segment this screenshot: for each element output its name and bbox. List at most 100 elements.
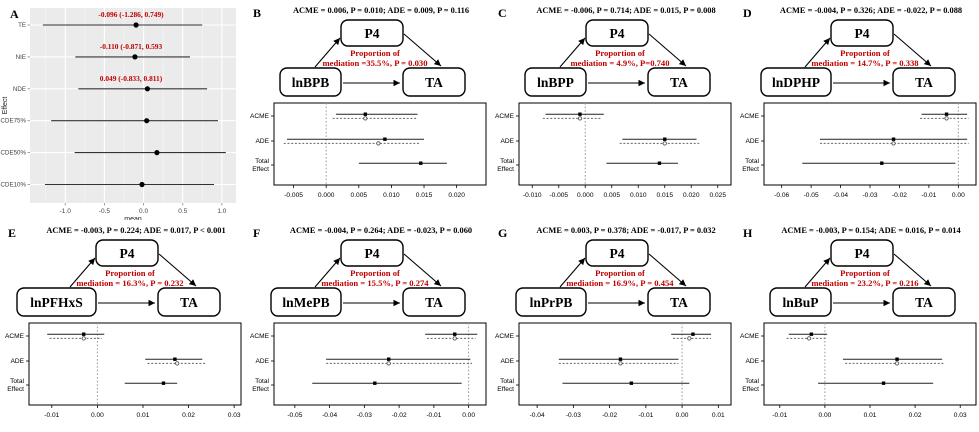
- x-tick-label: 0.00: [818, 412, 831, 419]
- panel-label: G: [498, 226, 507, 240]
- row-label: ACME: [250, 113, 270, 120]
- exposure-label: lnBuP: [782, 295, 818, 310]
- proportion-mediation-line2: mediation = 16.3%, P = 0.232: [76, 278, 183, 288]
- forest-row-acme: ACME: [250, 112, 418, 121]
- mediator-box: [585, 19, 649, 47]
- point-solid: [373, 381, 377, 385]
- effect-row-TE: -0.096 (-1.286, 0.749) TE: [18, 10, 203, 29]
- mediator-label: P4: [855, 26, 870, 41]
- proportion-mediation-line1: Proportion of: [595, 48, 645, 58]
- outcome-label: TA: [425, 295, 443, 310]
- point-estimate: [132, 54, 138, 60]
- arrow-exposure-to-mediator: [804, 37, 831, 68]
- x-tick-label: 0.005: [603, 192, 620, 199]
- x-tick-label: -0.01: [426, 412, 441, 419]
- forest-row-acme: ACME: [495, 332, 712, 341]
- row-label: Effect: [742, 386, 759, 393]
- x-tick-label: 1.0: [217, 208, 226, 215]
- x-tick-label: -0.05: [804, 192, 819, 199]
- plot-background: [30, 8, 236, 203]
- proportion-mediation-line2: mediation = 15.5%, P = 0.274: [321, 278, 429, 288]
- outcome-box: [402, 287, 466, 317]
- point-estimate: [144, 118, 150, 124]
- outcome-box: [892, 67, 956, 97]
- effect-row-NDE: 0.049 (-0.833, 0.811) NDE: [13, 74, 208, 93]
- panel-label: D: [743, 6, 752, 20]
- x-tick-label: 0.005: [351, 192, 368, 199]
- arrow-exposure-to-mediator: [314, 257, 341, 288]
- exposure-box: [760, 67, 832, 97]
- x-tick-label: 0.025: [709, 192, 726, 199]
- acme-ade-title: ACME = -0.003, P = 0.224; ADE = 0.017, P…: [46, 226, 225, 235]
- x-tick-label: -0.010: [523, 192, 542, 199]
- x-tick-label: -0.06: [774, 192, 789, 199]
- exposure-box: [769, 287, 832, 317]
- x-tick-label: -1.0: [60, 208, 72, 215]
- x-tick-label: -0.01: [772, 412, 787, 419]
- x-tick-label: -0.005: [549, 192, 568, 199]
- panel-g-svg: G ACME = 0.003, P = 0.378; ADE = -0.017, …: [495, 226, 732, 419]
- arrow-mediator-to-outcome: [648, 33, 687, 67]
- panel-label: F: [253, 226, 260, 240]
- point-solid: [657, 161, 662, 165]
- x-tick-label: -0.02: [892, 192, 907, 199]
- x-tick-label: 0.02: [182, 412, 195, 419]
- exposure-box: [524, 67, 587, 97]
- panel-d-svg: D ACME = -0.004, P = 0.326; ADE = -0.022,…: [740, 6, 977, 199]
- x-tick-label: -0.04: [530, 412, 545, 419]
- point-dashed: [662, 141, 667, 146]
- row-label: ACME: [250, 333, 270, 340]
- point-solid: [383, 137, 387, 141]
- point-solid: [691, 332, 695, 336]
- mediator-label: P4: [610, 246, 625, 261]
- arrow-mediator-to-outcome: [893, 253, 932, 287]
- arrow-exposure-to-mediator: [314, 37, 341, 68]
- x-tick-label: -0.05: [287, 412, 302, 419]
- row-label: Total: [255, 378, 269, 385]
- proportion-mediation-line1: Proportion of: [350, 268, 400, 278]
- y-axis-title: Effect: [2, 97, 9, 115]
- exposure-box: [515, 287, 587, 317]
- x-tick-label: -0.01: [44, 412, 59, 419]
- outcome-box: [157, 287, 221, 317]
- row-label: Effect: [742, 166, 759, 173]
- row-label: ACME: [5, 333, 25, 340]
- panel-h-mediation: H ACME = -0.003, P = 0.154; ADE = 0.016, …: [735, 220, 979, 432]
- forest-row-ade: ADE: [255, 357, 473, 366]
- point-solid: [161, 381, 166, 385]
- proportion-mediation-line1: Proportion of: [840, 48, 890, 58]
- y-tick-label: CDE50%: [1, 150, 27, 157]
- forest-frame: [763, 322, 977, 406]
- row-label: Total: [255, 158, 269, 165]
- forest-frame: [763, 102, 977, 186]
- proportion-mediation-line2: mediation = 14.7%, P = 0.338: [811, 58, 919, 68]
- row-label: ADE: [255, 358, 269, 365]
- row-label: ADE: [10, 358, 24, 365]
- point-solid: [453, 332, 457, 336]
- forest-row-ade: ADE: [10, 357, 207, 366]
- exposure-label: lnDPHP: [772, 75, 820, 90]
- proportion-mediation-line2: mediation = 23.2%, P = 0.216: [811, 278, 919, 288]
- arrow-mediator-to-outcome: [893, 33, 932, 67]
- exposure-label: lnBPB: [292, 75, 330, 90]
- point-estimate: [144, 86, 151, 92]
- row-label: Effect: [252, 386, 269, 393]
- arrow-exposure-to-mediator: [69, 257, 96, 288]
- panel-label: H: [743, 226, 753, 240]
- point-dashed: [175, 361, 180, 366]
- exposure-label: lnPFHxS: [30, 295, 83, 310]
- proportion-mediation-line2: mediation = 4.9%, P=0.740: [570, 58, 669, 68]
- row-label: Total: [500, 378, 514, 385]
- arrow-mediator-to-outcome: [158, 253, 197, 287]
- row-label: ADE: [255, 138, 269, 145]
- outcome-label: TA: [915, 75, 933, 90]
- outcome-label: TA: [425, 75, 443, 90]
- y-tick-label: CDE10%: [1, 182, 27, 189]
- panel-g-mediation: G ACME = 0.003, P = 0.378; ADE = -0.017, …: [490, 220, 735, 432]
